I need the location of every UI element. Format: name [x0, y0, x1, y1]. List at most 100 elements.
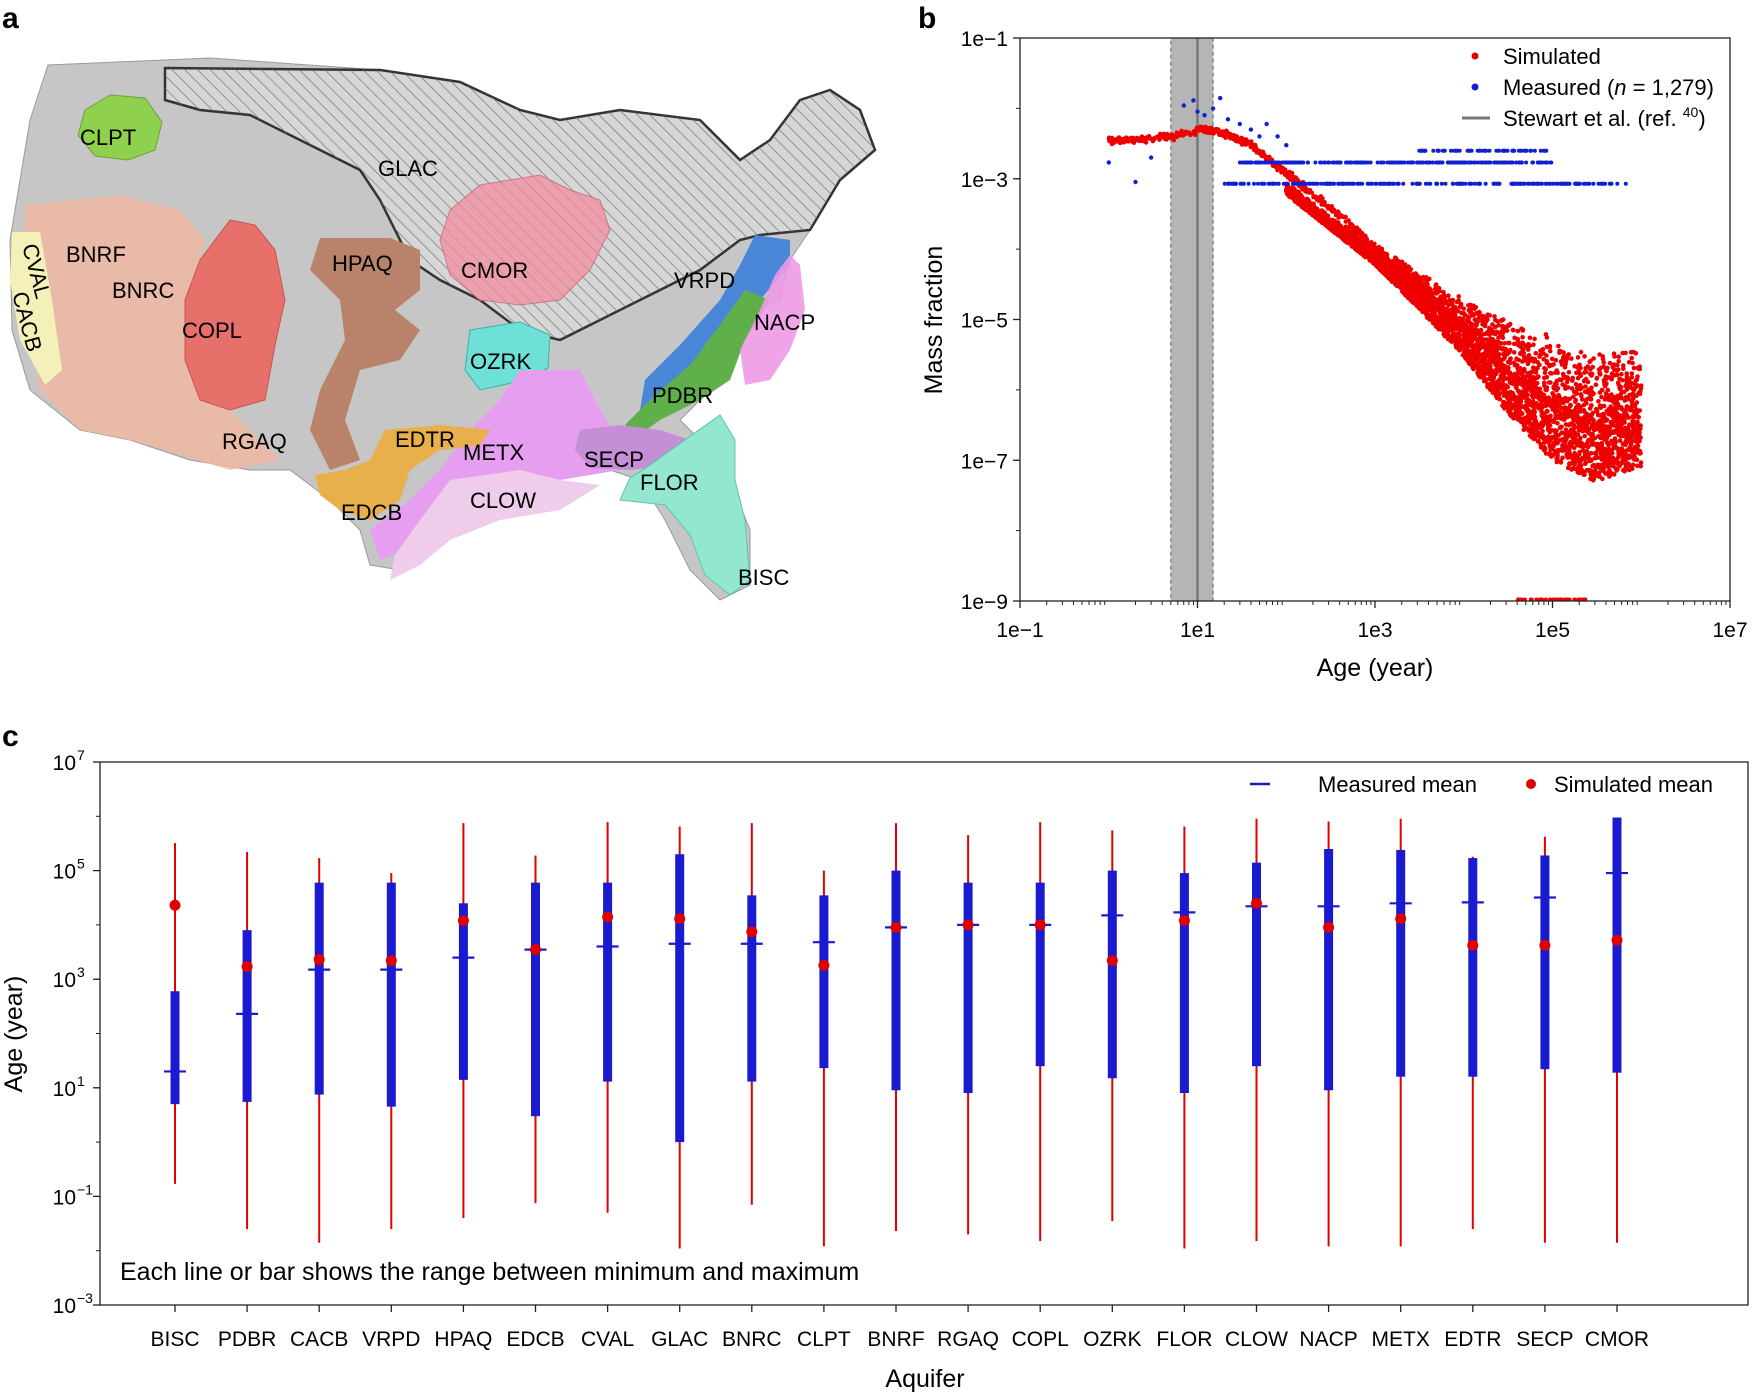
simulated-point	[1359, 232, 1365, 237]
simulated-point	[1476, 350, 1481, 356]
simulated-point	[1624, 404, 1630, 409]
simulated-point	[1501, 346, 1506, 351]
simulated-point	[1462, 351, 1467, 356]
simulated-point	[1597, 372, 1603, 377]
simulated-point	[1285, 170, 1290, 176]
map-label-hpaq: HPAQ	[332, 251, 393, 276]
simulated-point	[1594, 407, 1599, 412]
simulated-point	[1420, 306, 1425, 312]
simulated-point	[1503, 391, 1509, 396]
simulated-point	[1487, 365, 1492, 371]
simulated-point	[1170, 134, 1176, 139]
simulated-point	[1564, 407, 1569, 412]
simulated-point	[1433, 287, 1439, 292]
simulated-point	[1476, 372, 1481, 378]
simulated-point	[1433, 283, 1438, 288]
measured-point	[1529, 181, 1534, 186]
simulated-points	[1106, 124, 1644, 602]
measured-point	[1623, 181, 1628, 186]
simulated-point	[1401, 291, 1407, 296]
simulated-point	[1617, 417, 1622, 422]
simulated-point	[1509, 406, 1514, 412]
simulated-point	[1431, 298, 1436, 304]
simulated-point	[1487, 370, 1493, 375]
simulated-point	[1638, 383, 1644, 389]
simulated-point	[1583, 384, 1588, 389]
simulated-point	[1482, 368, 1488, 373]
simulated-point	[1435, 300, 1441, 305]
simulated-point	[1580, 448, 1586, 453]
simulated-point	[1527, 335, 1533, 341]
measured-point	[1356, 181, 1360, 186]
simulated-point	[1613, 465, 1618, 471]
simulated-point	[1582, 433, 1587, 439]
simulated-point	[1326, 204, 1331, 209]
simulated-point	[1468, 360, 1473, 365]
simulated-point	[1457, 344, 1463, 350]
simulated-point	[1637, 424, 1642, 429]
simulated-point	[1556, 393, 1561, 398]
simulated-point	[1279, 166, 1284, 172]
map-label-clow: CLOW	[470, 488, 536, 513]
simulated-point	[1341, 229, 1346, 235]
simulated-point	[1486, 332, 1492, 337]
simulated-point	[1532, 409, 1537, 415]
simulated-point	[1602, 463, 1608, 469]
simulated-point	[1396, 278, 1402, 283]
simulated-point	[1527, 414, 1533, 420]
simulated-point	[1314, 196, 1320, 202]
simulated-point	[1573, 399, 1578, 405]
simulated-point	[1126, 139, 1131, 144]
simulated-point	[1493, 362, 1499, 368]
map-label-rgaq: RGAQ	[222, 429, 287, 454]
simulated-point	[1478, 366, 1484, 372]
simulated-point	[1408, 267, 1414, 272]
simulated-point	[1591, 418, 1596, 424]
simulated-point	[1527, 343, 1532, 349]
simulated-point	[1539, 398, 1545, 403]
simulated-point	[1456, 294, 1461, 299]
simulated-point	[1580, 425, 1585, 431]
simulated-point	[1530, 403, 1535, 408]
simulated-point	[1408, 286, 1413, 291]
simulated-point	[1599, 394, 1604, 400]
edtr-region	[315, 425, 490, 520]
measured-point	[1410, 181, 1415, 186]
simulated-point	[1331, 228, 1337, 233]
simulated-point	[1404, 272, 1409, 277]
simulated-point	[1585, 444, 1590, 450]
simulated-point	[1502, 363, 1508, 369]
simulated-point	[1515, 328, 1521, 334]
simulated-point	[1615, 367, 1621, 372]
simulated-point	[1466, 356, 1471, 362]
simulated-point	[1523, 382, 1528, 387]
simulated-point	[1603, 367, 1609, 373]
simulated-point	[1590, 440, 1595, 445]
simulated-point	[1533, 351, 1539, 356]
simulated-point	[1503, 405, 1508, 410]
simulated-point	[1609, 455, 1614, 461]
simulated-point	[1497, 361, 1502, 367]
simulated-point	[1424, 278, 1429, 284]
panel-label-b: b	[918, 2, 936, 35]
measured-point	[1238, 181, 1243, 186]
simulated-point	[1519, 389, 1524, 395]
simulated-point	[1607, 410, 1613, 415]
simulated-point	[1371, 260, 1376, 266]
simulated-point	[1443, 320, 1449, 326]
simulated-point	[1621, 366, 1626, 372]
simulated-point	[1623, 442, 1628, 448]
simulated-point	[1543, 403, 1549, 409]
simulated-point	[1209, 125, 1214, 130]
simulated-point	[1322, 203, 1328, 208]
simulated-point	[1119, 138, 1125, 143]
simulated-point	[1627, 392, 1632, 398]
simulated-point	[1523, 415, 1528, 421]
simulated-point	[1637, 430, 1642, 435]
simulated-point	[1526, 353, 1532, 358]
measured-point	[1294, 181, 1299, 186]
simulated-point	[1572, 416, 1577, 421]
simulated-point	[1506, 340, 1511, 346]
simulated-point	[1634, 414, 1640, 419]
map-label-vrpd: VRPD	[674, 268, 735, 293]
